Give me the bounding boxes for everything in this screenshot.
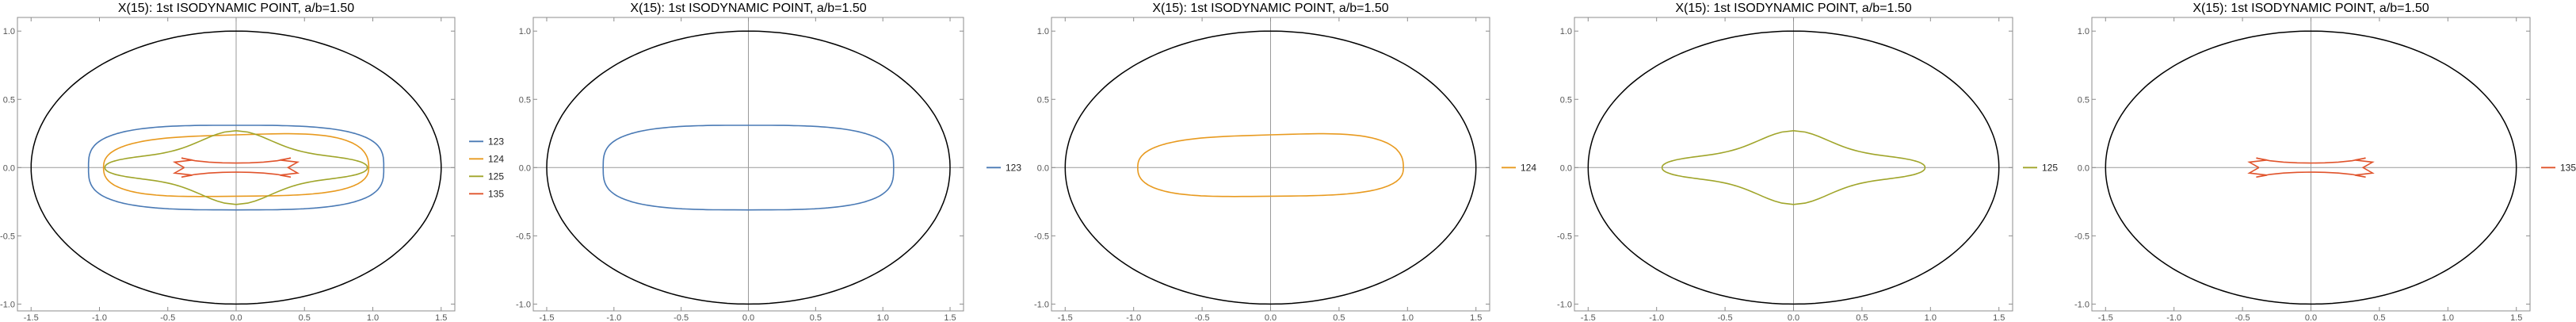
x-tick-label: 0.0 [2305,313,2317,322]
chart-title: X(15): 1st ISODYNAMIC POINT, a/b=1.50 [2192,2,2429,15]
x-tick-label: -0.5 [1195,313,1210,322]
y-tick-label: 0.5 [1037,95,1049,105]
y-tick-label: -0.5 [1034,232,1049,241]
y-tick-label: -1.0 [1557,300,1572,309]
y-tick-label: 0.5 [519,95,531,105]
series-curve-135 [2247,157,2375,178]
reference-ellipse [30,30,442,305]
x-tick-label: 0.0 [742,313,754,322]
chart-title: X(15): 1st ISODYNAMIC POINT, a/b=1.50 [1152,2,1388,15]
y-tick-label: 0.0 [1037,163,1049,173]
x-tick-label: -1.5 [1581,313,1596,322]
legend-label: 125 [488,171,504,182]
series-curve-123 [87,125,385,211]
chart-panel: X(15): 1st ISODYNAMIC POINT, a/b=1.50 -1.… [516,2,1021,322]
series-curve-124 [102,132,370,197]
legend-label: 123 [1006,162,1021,173]
chart-title: X(15): 1st ISODYNAMIC POINT, a/b=1.50 [118,2,354,15]
legend-label: 124 [1521,162,1536,173]
x-tick-label: 1.5 [1470,313,1482,322]
y-tick-label: -1.0 [0,300,15,309]
y-tick-label: 0.0 [2078,163,2089,173]
x-tick-label: 1.0 [877,313,889,322]
x-tick-label: 0.0 [230,313,242,322]
y-tick-label: -1.0 [516,300,531,309]
reference-ellipse [1064,30,1477,305]
y-tick-label: -0.5 [0,232,15,241]
y-tick-label: -0.5 [516,232,531,241]
x-tick-label: 0.5 [1856,313,1868,322]
x-tick-label: 0.0 [1265,313,1277,322]
x-tick-label: -1.5 [2098,313,2113,322]
x-tick-label: 1.0 [2442,313,2454,322]
y-tick-label: 0.5 [2078,95,2089,105]
y-tick-label: 0.0 [3,163,15,173]
x-tick-label: -0.5 [674,313,689,322]
y-tick-label: 0.0 [1560,163,1572,173]
x-tick-label: 0.5 [2373,313,2385,322]
x-tick-label: -1.0 [1649,313,1664,322]
reference-ellipse [2105,30,2517,305]
chart-panel: X(15): 1st ISODYNAMIC POINT, a/b=1.50 -1.… [1034,2,1536,322]
x-tick-label: 0.5 [299,313,311,322]
y-tick-label: -1.0 [1034,300,1049,309]
series-curve-135 [172,157,300,178]
x-tick-label: -1.5 [539,313,554,322]
series-curve-124 [1137,132,1404,197]
y-tick-label: 1.0 [1037,27,1049,36]
reference-ellipse [1587,30,2000,305]
y-tick-label: 1.0 [1560,27,1572,36]
legend-label: 135 [2560,162,2576,173]
y-tick-label: 0.5 [3,95,15,105]
chart-title: X(15): 1st ISODYNAMIC POINT, a/b=1.50 [1675,2,1911,15]
x-tick-label: 0.5 [810,313,822,322]
x-tick-label: 1.5 [944,313,956,322]
legend-label: 124 [488,153,504,164]
x-tick-label: -1.5 [24,313,39,322]
legend-label: 125 [2042,162,2058,173]
x-tick-label: 1.0 [367,313,379,322]
chart-panel: X(15): 1st ISODYNAMIC POINT, a/b=1.50 -1.… [0,2,504,322]
x-tick-label: -1.0 [606,313,621,322]
legend-label: 135 [488,188,504,199]
series-curve-125 [1661,129,1926,205]
series-curve-123 [602,125,895,211]
y-tick-label: 0.5 [1560,95,1572,105]
x-tick-label: 0.0 [1788,313,1799,322]
x-tick-label: -1.0 [2166,313,2181,322]
y-tick-label: 0.0 [519,163,531,173]
y-tick-label: 1.0 [519,27,531,36]
x-tick-label: -1.0 [1126,313,1141,322]
x-tick-label: -0.5 [160,313,175,322]
x-tick-label: 1.5 [1993,313,2005,322]
chart-panel: X(15): 1st ISODYNAMIC POINT, a/b=1.50 -1.… [2074,2,2576,322]
legend-label: 123 [488,136,504,147]
reference-ellipse [546,30,951,305]
chart-title: X(15): 1st ISODYNAMIC POINT, a/b=1.50 [630,2,866,15]
y-tick-label: 1.0 [2078,27,2089,36]
series-curve-125 [104,129,368,205]
chart-panel: X(15): 1st ISODYNAMIC POINT, a/b=1.50 -1.… [1557,2,2058,322]
x-tick-label: 1.5 [2510,313,2522,322]
x-tick-label: -1.5 [1058,313,1073,322]
y-tick-label: -0.5 [1557,232,1572,241]
y-tick-label: 1.0 [3,27,15,36]
x-tick-label: 0.5 [1333,313,1345,322]
y-tick-label: -0.5 [2074,232,2089,241]
x-tick-label: 1.0 [1402,313,1414,322]
x-tick-label: -0.5 [1718,313,1733,322]
x-tick-label: -0.5 [2235,313,2250,322]
x-tick-label: -1.0 [92,313,107,322]
y-tick-label: -1.0 [2074,300,2089,309]
x-tick-label: 1.5 [435,313,447,322]
x-tick-label: 1.0 [1925,313,1937,322]
